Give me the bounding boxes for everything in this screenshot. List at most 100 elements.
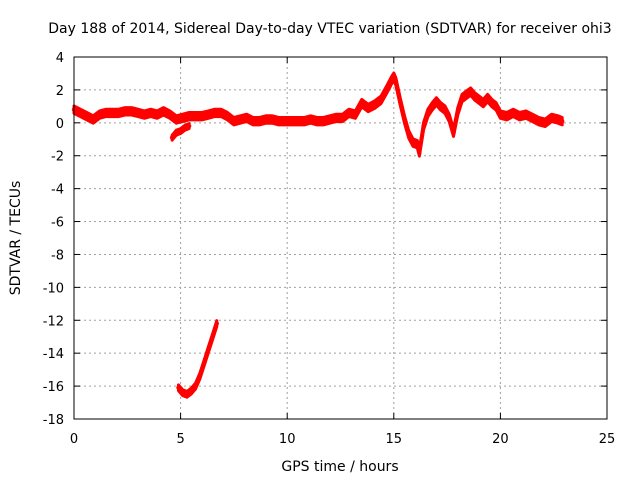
- data-point: [263, 117, 269, 122]
- data-point: [97, 112, 102, 117]
- data-point: [459, 95, 465, 101]
- data-point: [116, 110, 122, 116]
- data-point: [425, 110, 431, 116]
- series-layer: [71, 71, 565, 399]
- y-tick-label: -12: [43, 314, 64, 329]
- data-point: [206, 112, 211, 117]
- data-point: [78, 110, 83, 116]
- x-tick-label: 15: [386, 432, 403, 447]
- data-point: [314, 119, 320, 124]
- data-point: [468, 89, 473, 94]
- data-point: [289, 119, 294, 124]
- data-point: [334, 115, 339, 121]
- data-point: [442, 107, 448, 112]
- data-point: [270, 117, 275, 122]
- data-point: [455, 109, 460, 114]
- y-tick-label: 2: [56, 84, 64, 99]
- data-point: [340, 115, 345, 121]
- data-point: [417, 150, 422, 155]
- data-point: [481, 100, 486, 106]
- data-point: [231, 119, 237, 124]
- data-point: [372, 102, 377, 107]
- data-point: [549, 115, 554, 121]
- data-point: [161, 109, 166, 114]
- data-point: [504, 114, 509, 119]
- data-point: [201, 360, 207, 366]
- data-point: [180, 115, 185, 121]
- data-point: [560, 119, 565, 124]
- data-point: [498, 112, 503, 117]
- data-point: [193, 114, 198, 119]
- data-point: [176, 385, 181, 390]
- data-point: [493, 104, 499, 109]
- data-point: [169, 135, 175, 140]
- data-point: [180, 390, 185, 395]
- x-tick-label: 0: [70, 432, 78, 447]
- chart-title: Day 188 of 2014, Sidereal Day-to-day VTE…: [48, 21, 611, 37]
- x-tick-label: 10: [279, 432, 296, 447]
- data-point: [389, 77, 394, 83]
- data-point: [393, 79, 399, 84]
- data-point: [378, 97, 384, 103]
- data-point: [189, 388, 194, 394]
- data-point: [167, 112, 173, 117]
- data-point: [210, 334, 215, 339]
- data-point: [434, 99, 439, 104]
- y-tick-label: -2: [51, 150, 64, 165]
- data-point: [472, 94, 477, 99]
- data-point: [543, 120, 548, 126]
- data-point: [174, 117, 179, 122]
- y-tick-label: 0: [56, 117, 64, 132]
- data-point: [174, 130, 179, 135]
- x-axis: 0 5 10 15 20 25: [70, 57, 615, 447]
- data-point: [225, 114, 230, 119]
- y-tick-label: -6: [51, 216, 64, 231]
- data-point: [212, 110, 217, 116]
- data-point: [421, 123, 426, 129]
- data-point: [186, 123, 192, 129]
- y-tick-label: -16: [43, 380, 64, 395]
- data-point: [410, 140, 416, 145]
- data-point: [199, 114, 205, 119]
- data-point: [206, 347, 211, 353]
- data-point: [110, 110, 115, 116]
- data-point: [415, 142, 420, 147]
- data-point: [517, 114, 522, 119]
- data-point: [91, 117, 96, 122]
- data-point: [295, 119, 301, 124]
- data-point: [154, 112, 160, 117]
- data-point: [555, 117, 561, 122]
- series-band-2: [177, 319, 219, 399]
- x-tick-label: 5: [176, 432, 184, 447]
- data-point: [476, 97, 482, 103]
- data-point: [430, 104, 435, 109]
- data-point: [327, 117, 332, 122]
- data-point: [129, 109, 134, 114]
- data-point: [406, 132, 411, 137]
- data-point: [302, 119, 307, 124]
- data-point: [489, 100, 495, 106]
- data-point: [282, 119, 288, 124]
- data-point: [451, 130, 456, 135]
- data-point: [447, 115, 452, 121]
- data-point: [218, 110, 224, 116]
- data-point: [250, 119, 256, 124]
- y-tick-label: 4: [56, 51, 64, 66]
- y-tick-label: -10: [43, 281, 64, 296]
- data-point: [184, 392, 190, 397]
- data-point: [214, 321, 219, 326]
- data-point: [84, 114, 90, 119]
- y-tick-label: -18: [43, 413, 64, 428]
- data-point: [398, 99, 403, 104]
- y-axis-label: SDTVAR / TECUs: [8, 181, 24, 296]
- data-point: [438, 104, 443, 109]
- x-axis-label: GPS time / hours: [281, 459, 398, 475]
- data-point: [359, 100, 364, 106]
- y-tick-label: -8: [51, 248, 64, 263]
- data-point: [385, 86, 390, 91]
- data-point: [391, 74, 396, 79]
- data-point: [142, 112, 147, 117]
- data-point: [530, 115, 535, 121]
- y-axis: 4 2 0 -2 -4 -6 -8 -10 -12 -14 -16 -18: [43, 51, 607, 428]
